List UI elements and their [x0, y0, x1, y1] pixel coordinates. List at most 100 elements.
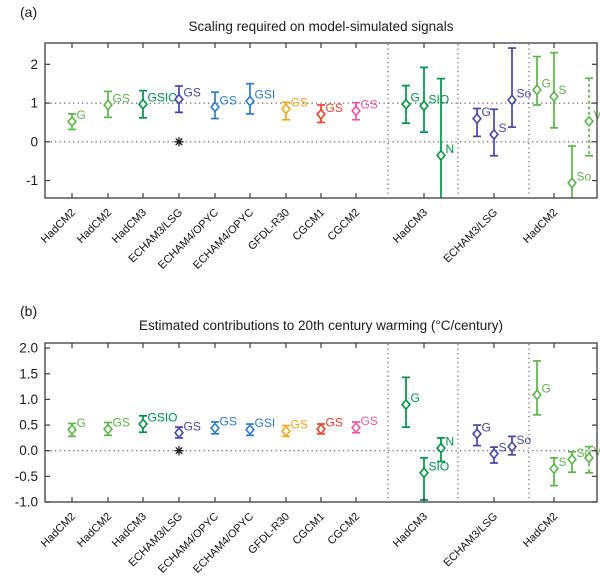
signal-label: GS [184, 86, 201, 100]
y-tick-label: 0.0 [19, 443, 38, 458]
x-category-label: HadCM3 [391, 207, 430, 246]
point-b-HadCM3-GSIO: GSIO [138, 411, 178, 434]
point-b-HadCM2-G: G [532, 360, 551, 416]
x-category-label: ECHAM3/LSG [441, 511, 500, 570]
diamond-marker [567, 453, 577, 466]
point-b-GFDL-R30-GS: GS [281, 418, 308, 438]
point-a-HadCM3-SIO: SIO [419, 66, 450, 133]
point-b-HadCM3-SIO: SIO [419, 457, 450, 501]
diamond-marker [401, 98, 411, 111]
panel-b-title: Estimated contributions to 20th century … [138, 318, 504, 333]
signal-label: G [542, 76, 551, 90]
panel-b-letter: (b) [20, 303, 38, 319]
diamond-marker [532, 84, 542, 96]
signal-label: GSIO [148, 91, 178, 105]
point-a-ECHAM3/LSG-GS: GS [174, 85, 201, 114]
signal-label: GS [113, 92, 130, 106]
signal-label: SIO [429, 92, 450, 106]
panel-a-letter: (a) [20, 4, 38, 20]
signal-label: GS [326, 416, 343, 430]
point-b-HadCM2-S: S [549, 455, 567, 487]
diamond-marker [67, 423, 77, 436]
diamond-marker [584, 115, 594, 128]
signal-label: SIO [429, 459, 450, 473]
y-tick-label: 0 [30, 134, 38, 149]
signal-label: GS [361, 97, 378, 111]
signal-label: G [411, 391, 420, 405]
signal-label: GSI [255, 416, 276, 430]
diamond-marker [507, 94, 517, 106]
signal-label: GS [291, 95, 308, 109]
point-b-CGCM1-GS: GS [316, 416, 343, 436]
signal-label: GS [361, 414, 378, 428]
diamond-marker [174, 426, 184, 439]
diamond-marker [103, 99, 113, 111]
diamond-marker [138, 98, 148, 111]
point-b-HadCM2-GS: GS [103, 416, 130, 437]
x-category-label: HadCM2 [39, 207, 78, 246]
signal-label: GS [113, 416, 130, 430]
y-tick-label: -1.0 [15, 495, 38, 510]
signal-label: G [77, 108, 86, 122]
point-a-HadCM2-So: So [567, 145, 592, 198]
diamond-marker [419, 99, 429, 112]
asterisk-stroke [175, 446, 183, 455]
x-category-label: HadCM3 [391, 511, 430, 550]
reference-asterisk-marker [174, 446, 184, 456]
reference-asterisk-marker [174, 137, 184, 147]
point-b-ECHAM3/LSG-So: So [507, 433, 532, 456]
y-tick-label: 2 [30, 57, 38, 72]
diamond-marker [489, 128, 499, 141]
diamond-marker [351, 104, 361, 117]
y-tick-label: 1.0 [19, 392, 38, 407]
y-tick-label: 0.5 [19, 418, 38, 433]
signal-label: S [559, 83, 567, 97]
point-a-HadCM3-N: N [436, 77, 454, 198]
signal-label: So [577, 169, 592, 183]
y-tick-label: -1 [26, 173, 38, 188]
diamond-marker [281, 425, 291, 438]
signal-label: So [517, 86, 532, 100]
x-category-label: HadCM2 [39, 511, 78, 550]
x-category-label: CGCM2 [326, 511, 363, 548]
x-category-label: HadCM2 [75, 207, 114, 246]
diamond-marker [67, 115, 77, 128]
x-category-label: CGCM2 [326, 207, 363, 244]
point-a-HadCM2-GS: GS [103, 90, 130, 119]
signal-label: G [482, 105, 491, 119]
y-tick-label: 1 [30, 96, 38, 111]
point-b-CGCM2-GS: GS [351, 414, 378, 434]
signal-label: G [77, 416, 86, 430]
x-category-label: HadCM2 [75, 511, 114, 550]
diamond-marker [210, 422, 220, 434]
signal-label: S [559, 455, 567, 469]
asterisk-stroke [175, 138, 183, 146]
diamond-marker [489, 447, 499, 460]
signal-label: S [499, 121, 507, 135]
diamond-marker [174, 93, 184, 106]
point-a-HadCM2-V: V [584, 77, 600, 157]
diamond-marker [316, 423, 326, 436]
point-a-CGCM1-GS: GS [316, 101, 343, 124]
signal-label: G [411, 91, 420, 105]
y-tick-label: 2.0 [19, 341, 38, 356]
point-a-ECHAM3/LSG-G: G [472, 105, 491, 138]
signal-label: GS [291, 418, 308, 432]
signal-label: G [542, 381, 551, 395]
point-b-ECHAM3/LSG-GS: GS [174, 419, 201, 439]
y-tick-label: -0.5 [15, 469, 38, 484]
y-tick-label: 1.5 [19, 366, 38, 381]
point-a-HadCM3-GSIO: GSIO [138, 89, 178, 119]
signal-label: S [499, 440, 507, 454]
point-b-HadCM3-G: G [401, 376, 420, 428]
diamond-marker [584, 452, 594, 464]
point-b-HadCM2-G: G [67, 416, 86, 438]
point-b-ECHAM4/OPYC-GSI: GSI [245, 416, 276, 437]
x-category-label: ECHAM3/LSG [441, 207, 500, 266]
diamond-marker [401, 398, 411, 411]
diamond-marker [245, 95, 255, 107]
diamond-marker [472, 112, 482, 125]
